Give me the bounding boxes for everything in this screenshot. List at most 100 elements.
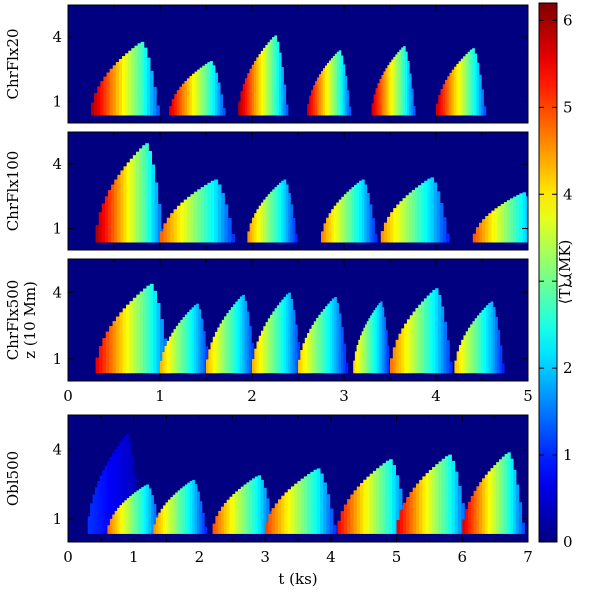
heatmap-cell [246, 311, 250, 374]
heatmap-cell [122, 308, 127, 374]
heatmap-cell [385, 329, 388, 374]
heatmap-cell [97, 86, 101, 116]
heatmap-cell [331, 209, 335, 243]
heatmap-cell [115, 62, 120, 116]
heatmap-cell [200, 187, 205, 243]
heatmap-cell [140, 41, 145, 116]
heatmap-cell [506, 200, 511, 243]
heating-event-4 [307, 50, 352, 116]
heatmap-cell [426, 295, 431, 374]
heatmap-cell [106, 72, 111, 116]
heatmap-cell [354, 351, 358, 374]
heatmap-cell [432, 466, 436, 534]
heatmap-cell [371, 103, 375, 116]
heatmap-cell [472, 48, 475, 116]
y-tick-label: 1 [52, 510, 62, 528]
heatmap-cell [221, 506, 225, 534]
heatmap-cell [160, 360, 163, 374]
heatmap-cell [458, 61, 462, 116]
heatmap-cell [136, 294, 141, 374]
heatmap-cell [491, 210, 496, 243]
heatmap-cell [132, 155, 137, 243]
heatmap-cell [442, 217, 447, 243]
heatmap-cell [456, 351, 460, 374]
heatmap-cell [440, 306, 445, 374]
panel-Obl500: 1 4 0 1 2 3 4 5 6 7 Obl500 t (ks) [4, 414, 533, 588]
heating-event-5 [380, 177, 450, 243]
heatmap-cell [488, 213, 492, 243]
heatmap-cell [406, 496, 410, 534]
x-tick-label: 3 [260, 548, 270, 566]
heatmap-cell [274, 503, 279, 534]
heatmap-cell [472, 321, 476, 374]
heatmap-cell [465, 331, 469, 374]
heatmap-cell [206, 359, 209, 374]
heatmap-cell [482, 478, 486, 534]
heatmap-cell [309, 328, 313, 374]
heatmap-cell [437, 294, 442, 374]
heatmap-cell [465, 53, 469, 116]
heatmap-cell [178, 322, 181, 374]
heatmap-cell [189, 309, 193, 374]
heatmap-cell [461, 503, 465, 534]
heatmap-cell [215, 331, 218, 374]
heatmap-cell [274, 308, 278, 374]
heatmap-cell [184, 314, 188, 374]
heatmap-cell [418, 304, 422, 374]
x-tick-label: 2 [247, 387, 257, 405]
heatmap-cell [215, 516, 219, 534]
heatmap-cell [439, 203, 444, 243]
heatmap-cell [272, 311, 276, 374]
heatmap-cell [363, 327, 366, 374]
heatmap-cell [249, 68, 253, 116]
heatmap-cell [285, 294, 289, 374]
heatmap-cell [513, 469, 517, 534]
heatmap-cell [336, 51, 340, 116]
heatmap-cell [392, 347, 397, 374]
heatmap-cell [356, 345, 359, 374]
heatmap-cell [276, 184, 280, 243]
heatmap-cell [243, 484, 247, 534]
panel-label: ChrFlx100 [4, 151, 22, 232]
heatmap-cell [383, 71, 386, 116]
heatmap-cell [97, 481, 101, 534]
heatmap-cell [478, 74, 482, 116]
heatmap-cell [197, 69, 201, 116]
heatmap-cell [435, 464, 440, 534]
heatmap-cell [366, 321, 369, 374]
heatmap-cell [359, 335, 363, 374]
heatmap-cell [171, 98, 175, 116]
heatmap-cell [272, 37, 275, 116]
heatmap-cell [204, 526, 208, 534]
heatmap-cell [131, 48, 135, 116]
heatmap-cell [199, 501, 203, 534]
heating-event-6 [436, 48, 487, 116]
heatmap-cell [116, 445, 120, 534]
heatmap-cell [279, 182, 282, 243]
heatmap-cell [336, 303, 340, 374]
heatmap-cell [487, 471, 492, 534]
heatmap-cell [132, 297, 137, 374]
heatmap-cell [263, 326, 267, 374]
heatmap-cell [98, 345, 103, 374]
heatmap-cell [143, 288, 147, 374]
heatmap-cell [407, 60, 410, 116]
heatmap-cell [153, 524, 157, 534]
heatmap-cell [326, 494, 331, 534]
heatmap-cell [122, 56, 126, 116]
heatmap-cell [189, 480, 193, 534]
heatmap-cell [100, 81, 104, 116]
heatmap-cell [380, 301, 383, 374]
heatmap-cell [483, 106, 487, 116]
heatmap-cell [217, 82, 221, 116]
heatmap-cell [322, 308, 326, 374]
heatmap-cell [366, 193, 370, 243]
y-tick-label: 4 [52, 28, 62, 46]
heatmap-cell [440, 89, 444, 116]
heatmap-cell [145, 143, 149, 243]
heatmap-cell [163, 505, 167, 534]
heatmap-cell [329, 301, 333, 374]
heatmap-cell [415, 308, 419, 374]
heatmap-cell [226, 313, 230, 374]
heatmap-cell [408, 192, 413, 243]
